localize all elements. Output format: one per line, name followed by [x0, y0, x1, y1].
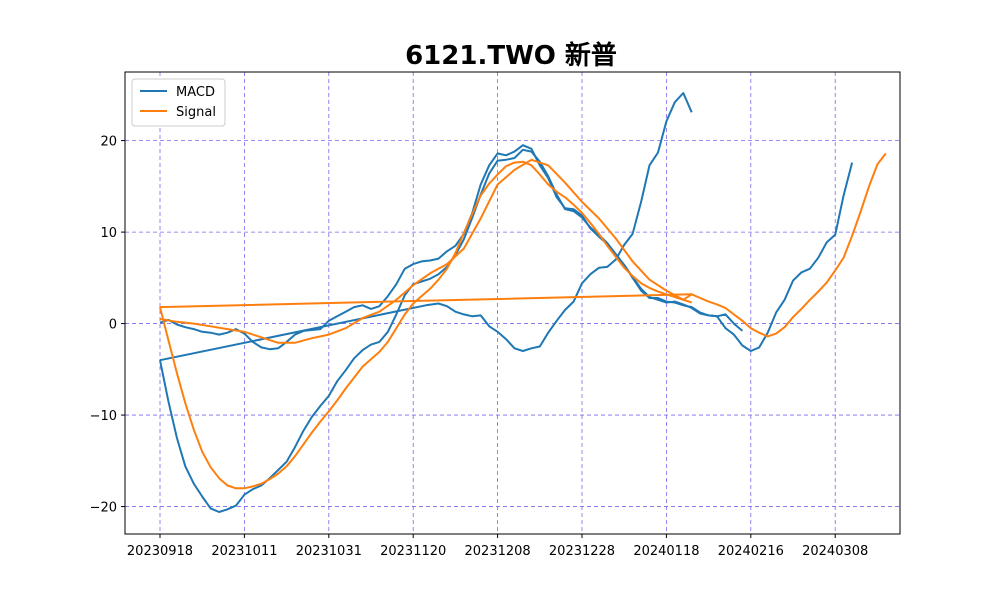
legend: MACD Signal — [131, 78, 226, 127]
series-line-signal-4 — [159, 158, 693, 344]
series-line-macd-1 — [159, 144, 744, 351]
x-tick-label: 20231120 — [380, 544, 446, 559]
series-line-signal-5 — [159, 160, 693, 490]
x-tick-label: 20231031 — [296, 544, 362, 559]
x-tick-label: 20240118 — [633, 544, 699, 559]
grid — [125, 72, 900, 534]
y-tick-label: −20 — [90, 501, 117, 516]
series-line-macd-0 — [159, 92, 693, 362]
y-tick-label: 10 — [100, 226, 117, 241]
series-lines — [159, 92, 887, 513]
plot-frame — [124, 71, 901, 535]
y-axis-ticks: −20 −10 0 10 20 — [90, 135, 125, 516]
x-tick-label: 20231228 — [549, 544, 615, 559]
series-line-macd-2 — [159, 148, 854, 513]
x-tick-label: 20231208 — [465, 544, 531, 559]
legend-signal-label: Signal — [176, 105, 216, 120]
y-tick-label: 20 — [100, 135, 117, 150]
x-tick-label: 20231011 — [211, 544, 277, 559]
series-line-signal-3 — [159, 152, 887, 338]
x-tick-label: 20240308 — [802, 544, 868, 559]
legend-macd-label: MACD — [176, 85, 215, 100]
y-tick-label: −10 — [90, 409, 117, 424]
x-axis-ticks: 20230918 20231011 20231031 20231120 20231208… — [127, 534, 868, 559]
x-tick-label: 20240216 — [718, 544, 784, 559]
chart-title: 6121.TWO 新普 — [405, 40, 617, 71]
x-tick-label: 20230918 — [127, 544, 193, 559]
y-tick-label: 0 — [109, 318, 117, 333]
